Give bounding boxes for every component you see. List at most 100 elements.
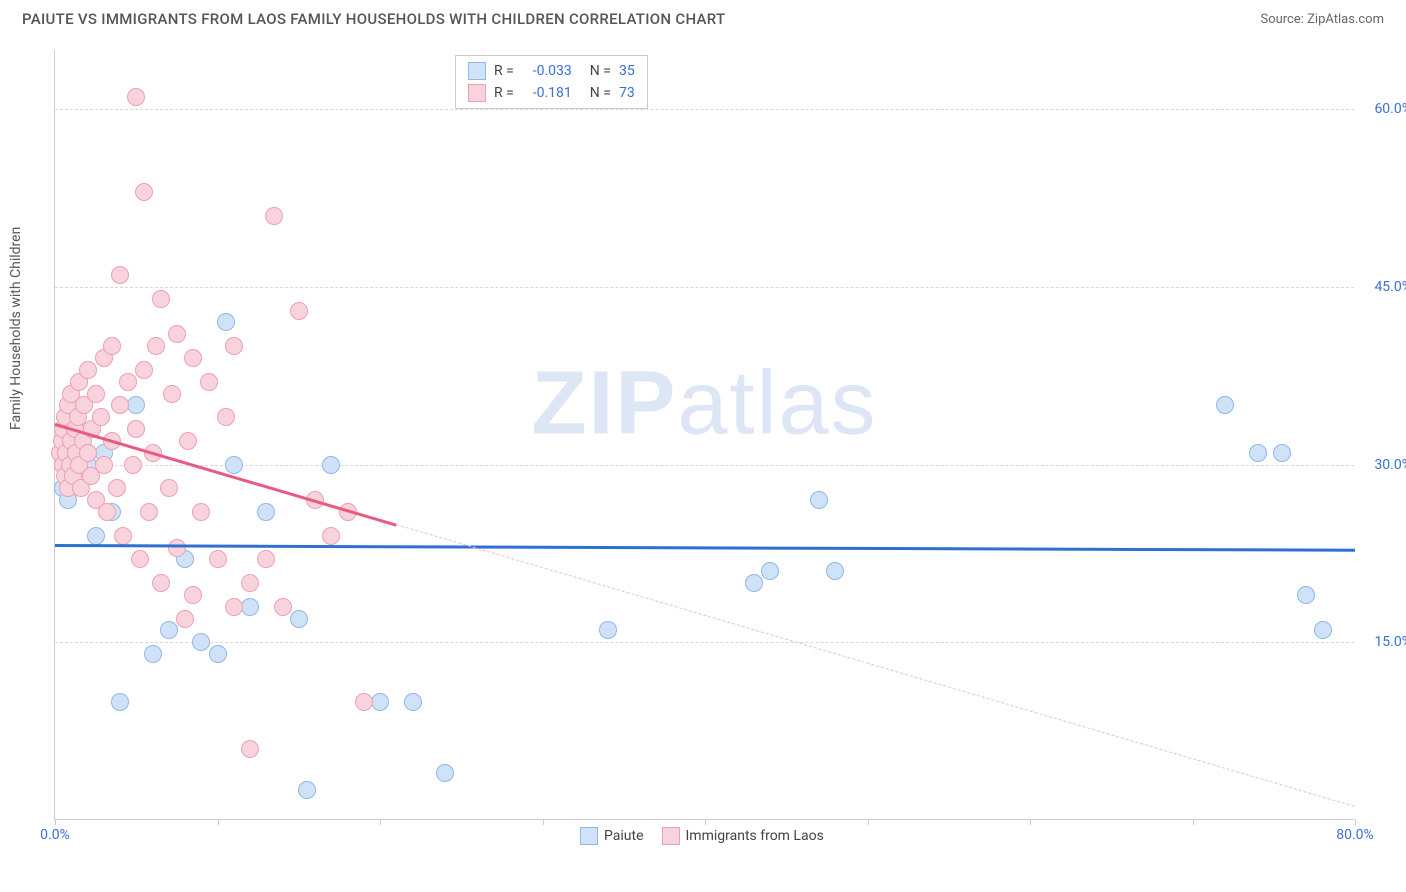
data-point — [1297, 586, 1315, 604]
data-point — [111, 693, 129, 711]
data-point — [599, 621, 617, 639]
watermark: ZIPatlas — [531, 352, 877, 455]
data-point — [192, 633, 210, 651]
legend-item: Immigrants from Laos — [662, 827, 824, 845]
gridline — [55, 109, 1354, 110]
data-point — [1314, 621, 1332, 639]
data-point — [184, 586, 202, 604]
data-point — [160, 479, 178, 497]
legend-swatch — [662, 827, 680, 845]
y-tick-label: 45.0% — [1374, 279, 1406, 295]
data-point — [355, 693, 373, 711]
data-point — [176, 610, 194, 628]
x-tick — [380, 819, 381, 825]
x-tick — [55, 819, 56, 825]
data-point — [436, 764, 454, 782]
correlation-legend: R =-0.033N =35R =-0.181N =73 — [455, 55, 648, 109]
gridline — [55, 287, 1354, 288]
data-point — [322, 527, 340, 545]
legend-row: R =-0.181N =73 — [468, 82, 635, 104]
y-tick-label: 30.0% — [1374, 457, 1406, 473]
data-point — [209, 550, 227, 568]
data-point — [152, 574, 170, 592]
data-point — [225, 337, 243, 355]
n-label: N = — [590, 82, 611, 104]
data-point — [257, 550, 275, 568]
data-point — [135, 183, 153, 201]
data-point — [152, 290, 170, 308]
legend-row: R = -0.033 N = 35 — [468, 60, 635, 82]
r-value: -0.033 — [522, 60, 572, 82]
data-point — [119, 373, 137, 391]
data-point — [257, 503, 275, 521]
data-point — [103, 337, 121, 355]
data-point — [290, 302, 308, 320]
data-point — [810, 491, 828, 509]
data-point — [79, 444, 97, 462]
data-point — [241, 574, 259, 592]
data-point — [127, 420, 145, 438]
data-point — [179, 432, 197, 450]
data-point — [274, 598, 292, 616]
x-tick-label: 80.0% — [1336, 827, 1374, 843]
n-value: 35 — [619, 60, 635, 82]
data-point — [98, 503, 116, 521]
trend-line-extrapolated — [396, 524, 1355, 807]
r-label: R = — [494, 60, 514, 82]
trend-line — [55, 544, 1355, 551]
data-point — [140, 503, 158, 521]
r-label: R = — [494, 82, 514, 104]
legend-item: Paiute — [580, 827, 644, 845]
data-point — [761, 562, 779, 580]
data-point — [160, 621, 178, 639]
data-point — [124, 456, 142, 474]
data-point — [241, 598, 259, 616]
data-point — [404, 693, 422, 711]
data-point — [144, 645, 162, 663]
data-point — [168, 325, 186, 343]
data-point — [127, 88, 145, 106]
legend-label: Paiute — [604, 828, 644, 844]
data-point — [322, 456, 340, 474]
data-point — [79, 361, 97, 379]
gridline — [55, 465, 1354, 466]
data-point — [108, 479, 126, 497]
data-point — [826, 562, 844, 580]
x-tick-label: 0.0% — [40, 827, 70, 843]
x-tick — [543, 819, 544, 825]
y-tick-label: 60.0% — [1374, 101, 1406, 117]
x-tick — [1355, 819, 1356, 825]
series-legend: Paiute Immigrants from Laos — [580, 827, 824, 845]
n-label: N = — [590, 60, 611, 82]
n-value: 73 — [619, 82, 635, 104]
y-axis-label: Family Households with Children — [8, 227, 24, 430]
data-point — [168, 539, 186, 557]
legend-swatch — [468, 62, 486, 80]
data-point — [192, 503, 210, 521]
data-point — [92, 408, 110, 426]
data-point — [200, 373, 218, 391]
data-point — [87, 385, 105, 403]
data-point — [127, 396, 145, 414]
data-point — [184, 349, 202, 367]
data-point — [114, 527, 132, 545]
x-tick — [218, 819, 219, 825]
data-point — [217, 408, 235, 426]
data-point — [241, 740, 259, 758]
y-tick-label: 15.0% — [1374, 634, 1406, 650]
x-tick — [705, 819, 706, 825]
x-tick — [1193, 819, 1194, 825]
chart-title: PAIUTE VS IMMIGRANTS FROM LAOS FAMILY HO… — [22, 10, 725, 28]
data-point — [371, 693, 389, 711]
data-point — [745, 574, 763, 592]
x-tick — [868, 819, 869, 825]
data-point — [1249, 444, 1267, 462]
data-point — [209, 645, 227, 663]
data-point — [1273, 444, 1291, 462]
data-point — [87, 527, 105, 545]
data-point — [95, 456, 113, 474]
gridline — [55, 642, 1354, 643]
data-point — [217, 313, 235, 331]
legend-label: Immigrants from Laos — [686, 828, 824, 844]
data-point — [111, 396, 129, 414]
